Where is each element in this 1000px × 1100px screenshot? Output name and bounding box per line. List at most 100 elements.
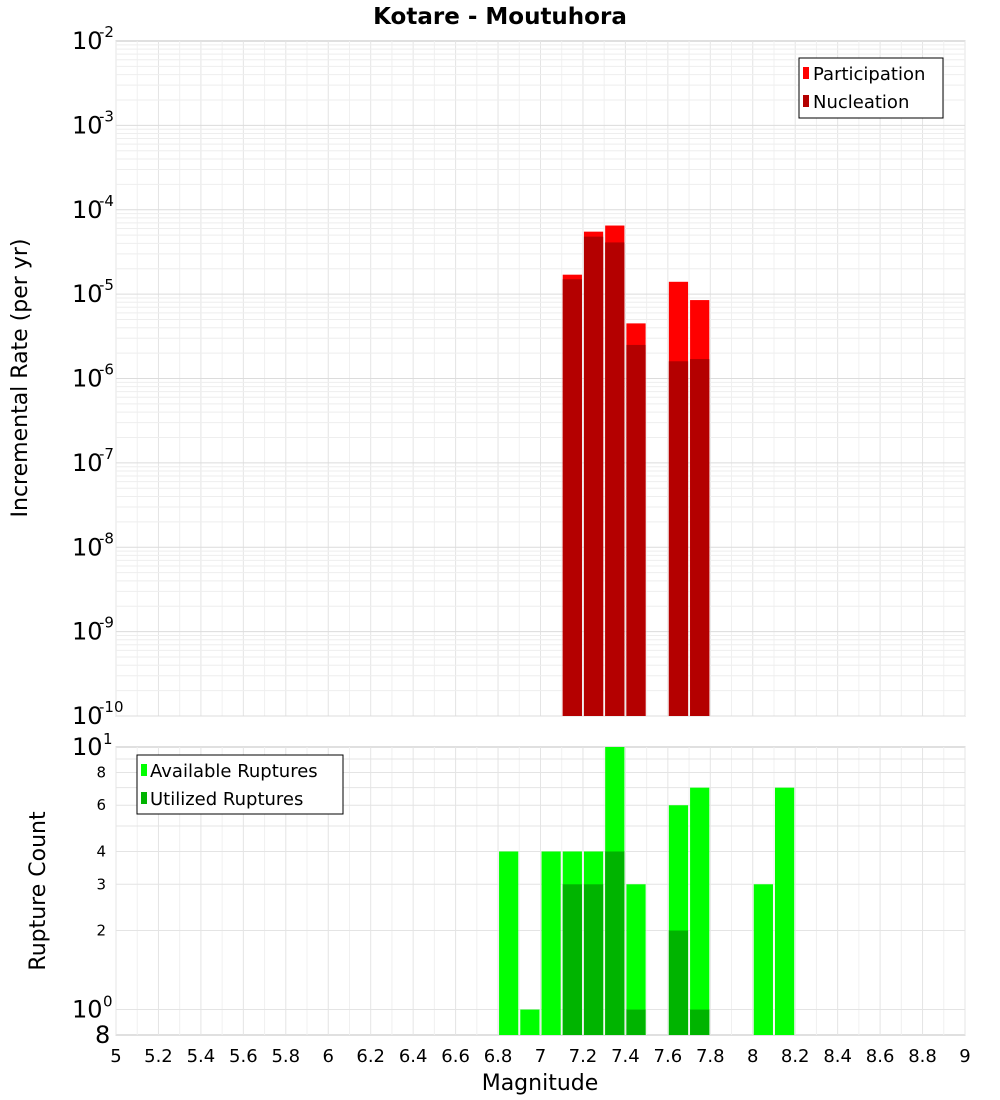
nucleation-bar [605,242,625,716]
count-legend-box [136,754,344,815]
nucleation-bar [690,359,710,716]
available-ruptures-bar [520,1009,540,1035]
x-tick-label: 6.8 [484,1046,513,1067]
x-tick-label: 8 [747,1046,758,1067]
rate-y-tick-base: 10 [72,111,103,139]
utilized-ruptures-bar [562,884,582,1035]
available-ruptures-bar [499,851,519,1035]
x-tick-label: 8.6 [866,1046,895,1067]
rate-y-tick-label: 10-5 [72,276,114,308]
x-tick-label: 5 [110,1046,121,1067]
available-ruptures-bar [774,787,795,1035]
x-tick-label: 5.4 [187,1046,216,1067]
rate-y-tick-label: 10-3 [72,107,114,139]
x-tick-label: 8.2 [781,1046,810,1067]
legend-participation-swatch [803,67,809,79]
utilized-ruptures-bar [626,1009,646,1035]
count-y-minor-tick-label: 6 [96,796,106,814]
utilized-ruptures-bar [605,851,625,1035]
rate-y-tick-exponent: -10 [99,698,124,716]
rate-y-tick-label: 10-7 [72,445,114,477]
rate-y-tick-base: 10 [72,27,103,55]
x-tick-label: 6.4 [399,1046,428,1067]
legend-nucleation-label: Nucleation [813,92,909,113]
count-y-tick-base: 10 [72,733,103,761]
rate-y-tick-exponent: -6 [99,361,114,379]
rate-legend-box [798,57,944,119]
x-tick-label: 6 [323,1046,334,1067]
rate-y-tick-label: 10-8 [72,529,114,561]
chart-title: Kotare - Moutuhora [373,4,627,30]
count-x-ticks: 5 5.2 5.4 5.6 5.8 6 6.2 6.4 6.6 6.8 7 7.2 7.4 7.6 7.8 8… [110,1046,970,1067]
nucleation-bar [583,236,604,716]
rate-legend: Participation Nucleation [798,57,944,119]
rate-y-tick-exponent: -4 [99,192,114,210]
rate-y-tick-base: 10 [72,533,103,561]
count-y-minor-tick-label: 3 [96,875,106,893]
legend-available-swatch [141,764,147,776]
x-tick-label: 6.2 [356,1046,385,1067]
count-y-tick-exponent: 0 [103,993,113,1011]
rate-y-tick-base: 10 [72,702,103,730]
available-ruptures-bar [541,851,561,1035]
nucleation-bar [562,279,582,716]
rate-bars [562,225,710,716]
available-ruptures-bar [690,787,710,1035]
available-ruptures-bar [753,884,773,1035]
count-legend: Available Ruptures Utilized Ruptures [136,754,344,815]
utilized-ruptures-bar [668,930,689,1035]
x-tick-label: 7.2 [569,1046,598,1067]
count-y-minor-tick-label: 4 [96,842,106,860]
rate-y-tick-exponent: -3 [99,107,114,125]
x-tick-label: 7.8 [696,1046,725,1067]
legend-utilized-swatch [141,792,147,804]
nucleation-bar [668,361,689,716]
rate-y-tick-base: 10 [72,618,103,646]
legend-participation-label: Participation [813,64,925,85]
nucleation-bar [626,344,646,716]
rate-y-tick-label: 10-4 [72,192,114,224]
rate-y-tick-base: 10 [72,196,103,224]
legend-available-label: Available Ruptures [150,761,318,782]
x-tick-label: 9 [959,1046,970,1067]
legend-nucleation-swatch [803,95,809,107]
count-bars [499,747,795,1035]
count-y-tick-exponent: 1 [103,730,113,748]
count-y-axis-label: Rupture Count [26,811,51,971]
available-ruptures-bar [626,884,646,1035]
rate-y-tick-label: 10-6 [72,361,114,393]
rate-y-axis-label: Incremental Rate (per yr) [8,239,33,518]
rate-y-tick-exponent: -5 [99,276,114,294]
x-tick-label: 5.6 [229,1046,258,1067]
x-tick-label: 8.4 [823,1046,852,1067]
rate-y-tick-base: 10 [72,365,103,393]
rate-gridlines [115,41,966,717]
x-tick-label: 7 [535,1046,546,1067]
count-y-tick-base: 10 [72,996,103,1024]
utilized-ruptures-bar [583,884,604,1035]
rate-y-tick-exponent: -2 [99,23,114,41]
x-axis-label: Magnitude [482,1071,599,1096]
x-tick-label: 6.6 [441,1046,470,1067]
count-y-major-tick-label: 10 0 [72,993,113,1024]
x-tick-label: 8.8 [908,1046,937,1067]
count-y-minor-tick-label: 8 [96,763,106,781]
x-tick-label: 7.6 [654,1046,683,1067]
count-y-minor-tick-label: 2 [96,922,106,940]
rate-y-tick-base: 10 [72,280,103,308]
rate-y-tick-label: 10-9 [72,614,114,646]
count-y-major-tick-label: 10 1 [72,730,113,761]
utilized-ruptures-bar [690,1009,710,1035]
rate-y-tick-exponent: -7 [99,445,114,463]
rate-y-tick-exponent: -9 [99,614,114,632]
x-tick-label: 5.8 [271,1046,300,1067]
x-tick-label: 5.2 [144,1046,173,1067]
rate-y-tick-base: 10 [72,449,103,477]
rate-y-tick-label: 10-10 [72,698,124,730]
count-y-bottom-tick-label: 8 [95,1021,110,1049]
